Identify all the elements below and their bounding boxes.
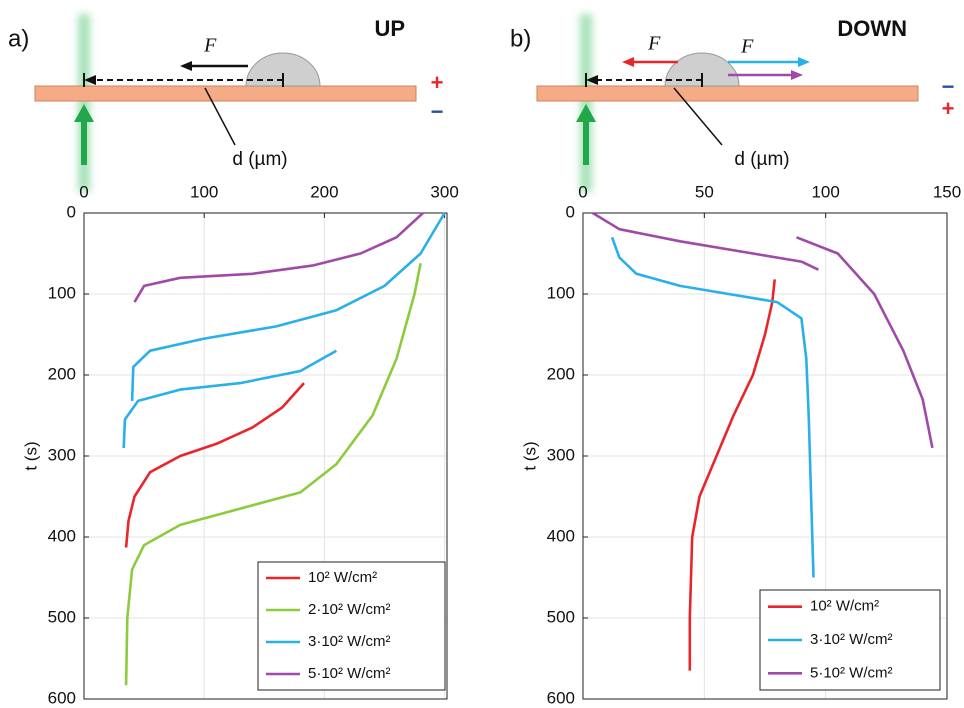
axis-label: t (s): [520, 441, 539, 470]
arrow-head: [586, 75, 598, 85]
plot-frame: [582, 212, 948, 700]
data-line: [610, 236, 815, 578]
legend-label: 3·10² W/cm²: [308, 633, 391, 650]
plot-frame: [83, 212, 448, 700]
legend-label: 10² W/cm²: [810, 598, 879, 615]
substrate: [34, 85, 417, 102]
y-tick-label: 0: [566, 202, 575, 221]
leader: [673, 87, 723, 146]
legend-box: [257, 561, 446, 691]
x-tick-label: 0: [578, 182, 587, 201]
beam-head: [74, 104, 94, 122]
x-tick-label: 100: [811, 182, 839, 201]
panel-title: DOWN: [837, 16, 907, 41]
axis-label: d (µm): [734, 149, 789, 170]
y-tick-label: 0: [67, 202, 76, 221]
y-tick-label: 500: [547, 607, 575, 626]
x-tick-label: 100: [190, 182, 218, 201]
x-tick-label: 0: [79, 182, 88, 201]
annotation: +: [942, 96, 955, 121]
annotation: −: [942, 74, 955, 99]
annotation: −: [431, 99, 444, 124]
annotation: F⃗: [647, 33, 676, 55]
legend-label: 5·10² W/cm²: [308, 665, 391, 682]
axis-label: t (s): [21, 441, 40, 470]
annotation: +: [431, 70, 444, 95]
legend-label: 3·10² W/cm²: [810, 631, 893, 648]
x-tick-label: 200: [310, 182, 338, 201]
data-line: [592, 211, 934, 449]
beam-head: [576, 104, 596, 122]
data-line: [133, 212, 424, 303]
substrate: [536, 85, 919, 102]
y-tick-label: 600: [547, 688, 575, 707]
y-tick-label: 200: [48, 364, 76, 383]
data-line: [124, 382, 305, 548]
y-tick-label: 500: [48, 607, 76, 626]
y-tick-label: 300: [48, 445, 76, 464]
annotation: F⃗: [740, 36, 769, 58]
y-tick-label: 100: [48, 283, 76, 302]
arrow-head: [180, 61, 192, 71]
y-tick-label: 400: [48, 526, 76, 545]
legend-label: 5·10² W/cm²: [810, 664, 893, 681]
data-line: [122, 212, 446, 448]
axis-label: d (µm): [232, 149, 287, 170]
annotation: F⃗: [203, 35, 232, 57]
y-tick-label: 200: [547, 364, 575, 383]
legend-label: 10² W/cm²: [308, 569, 377, 586]
data-line: [124, 262, 422, 686]
arrow-head: [622, 57, 634, 67]
panel-title: UP: [374, 16, 405, 41]
beam-glow: [580, 14, 592, 192]
legend-label: 2·10² W/cm²: [308, 601, 391, 618]
y-tick-label: 400: [547, 526, 575, 545]
x-tick-label: 300: [430, 182, 458, 201]
y-tick-label: 300: [547, 445, 575, 464]
panel-label: b): [510, 25, 531, 52]
arrow-head: [798, 57, 810, 67]
leader: [204, 87, 236, 146]
arrow-head: [791, 70, 803, 80]
x-tick-label: 50: [695, 182, 714, 201]
data-line: [688, 279, 776, 671]
arrow-head: [84, 75, 96, 85]
y-tick-label: 600: [48, 688, 76, 707]
y-tick-label: 100: [547, 283, 575, 302]
x-tick-label: 150: [933, 182, 961, 201]
beam-glow: [78, 14, 90, 192]
panel-label: a): [8, 25, 29, 52]
droplet: [245, 52, 321, 87]
